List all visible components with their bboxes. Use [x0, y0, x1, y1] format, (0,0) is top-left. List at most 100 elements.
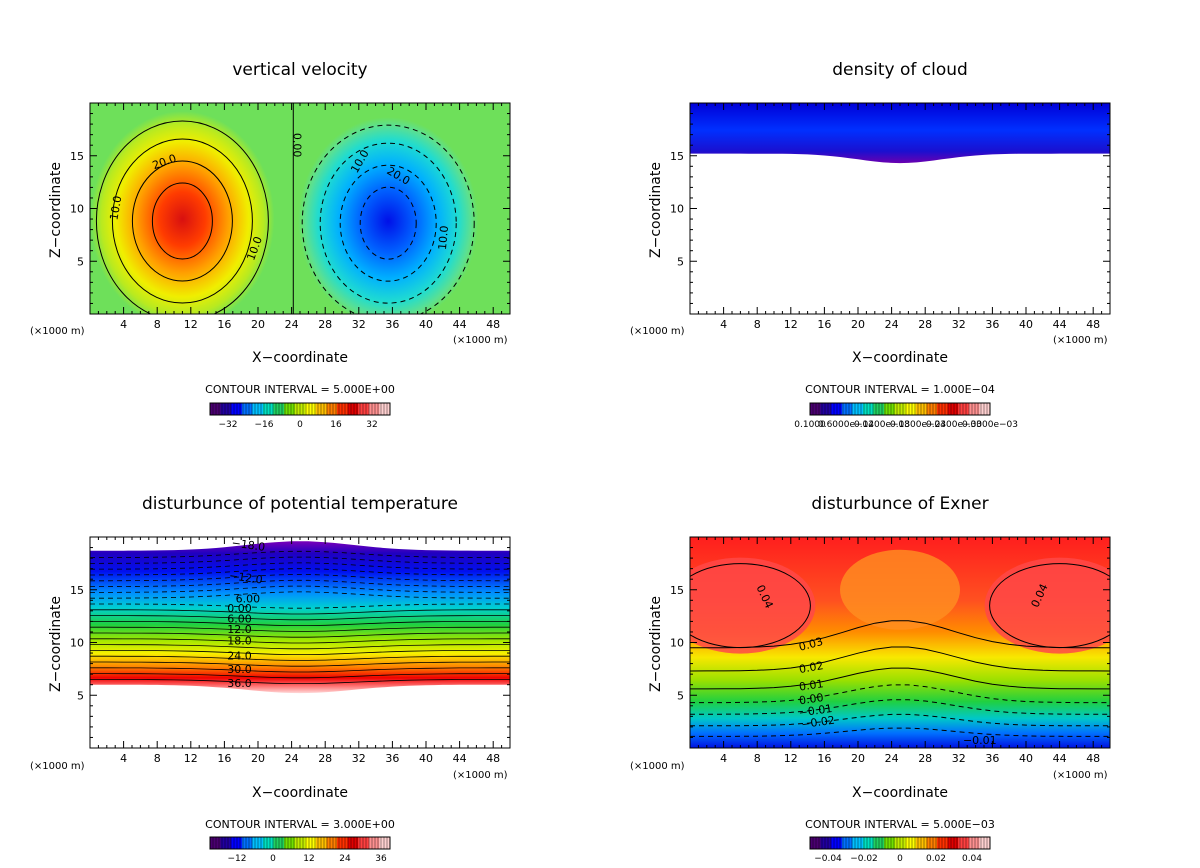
- x-tick-label: 48: [486, 318, 500, 331]
- x-unit-left: (×1000 m): [630, 326, 685, 337]
- colorbar-swatch: [347, 403, 359, 415]
- colorbar-swatch: [926, 837, 938, 849]
- colorbar-tick-label: 0: [270, 854, 276, 864]
- x-tick-label: 36: [385, 752, 399, 765]
- x-tick-label: 4: [120, 318, 127, 331]
- colorbar: −0.04 −0.02 0 0.02 0.04: [809, 836, 991, 864]
- colorbar-swatch: [894, 403, 906, 415]
- x-tick-label: 16: [217, 318, 231, 331]
- colorbar: 0.10000.6000e−040.1200e−030.1800e−030.24…: [794, 402, 1018, 430]
- x-tick-label: 4: [720, 318, 727, 331]
- panel-exner: disturbunce of Exner 0.04 0.040.030.020.0…: [630, 494, 1111, 864]
- chart-title: vertical velocity: [232, 60, 367, 80]
- contour-interval: CONTOUR INTERVAL = 1.000E−04: [805, 383, 995, 396]
- colorbar-swatch: [905, 403, 917, 415]
- colorbar-tick-label: 0.1200e−03: [854, 420, 910, 430]
- x-tick-label: 36: [385, 318, 399, 331]
- colorbar-tick-label: 12: [303, 854, 314, 864]
- colorbar-swatch: [820, 837, 832, 849]
- colorbar-frame: [209, 402, 391, 416]
- colorbar-swatch: [958, 837, 970, 849]
- field-layer: [90, 541, 510, 694]
- y-tick-label: 15: [670, 150, 684, 163]
- contour-line: [95, 120, 269, 314]
- contour-lines: [95, 103, 475, 314]
- contour-lines: [90, 550, 510, 684]
- chart-title: disturbunce of potential temperature: [142, 494, 458, 514]
- x-tick-label: 4: [720, 752, 727, 765]
- colorbar-swatch: [915, 403, 927, 415]
- x-tick-label: 44: [1053, 752, 1067, 765]
- colorbar-swatch: [305, 837, 317, 849]
- contour-label: −0.02: [800, 714, 835, 732]
- y-ticks: [90, 547, 510, 738]
- colorbar-swatch: [979, 837, 991, 849]
- x-tick-label: 16: [817, 752, 831, 765]
- colorbar-tick-label: 0: [897, 854, 903, 864]
- x-tick-label: 20: [851, 318, 865, 331]
- colorbar-swatch: [220, 837, 232, 849]
- x-tick-label: 40: [1019, 318, 1033, 331]
- colorbar-swatch: [241, 403, 253, 415]
- contour-lines: [690, 563, 1110, 737]
- panel-vertical-velocity: vertical velocity 20.010.010.00.0010.020…: [30, 60, 511, 430]
- colorbar-swatch: [210, 403, 222, 415]
- colorbar-swatch: [379, 403, 391, 415]
- colorbar-swatch: [841, 403, 853, 415]
- colorbar-swatch: [326, 403, 338, 415]
- colorbar-swatch: [820, 403, 832, 415]
- contour-line: [339, 164, 437, 282]
- contour-label: −12.0: [228, 569, 263, 587]
- contour-label: 36.0: [227, 677, 252, 690]
- colorbar-tick-label: 0.2400e−03: [926, 420, 982, 430]
- contour-interval: CONTOUR INTERVAL = 3.000E+00: [205, 818, 395, 831]
- contour-line: [151, 182, 213, 260]
- y-tick-label: 10: [70, 637, 84, 650]
- colorbar-tick-label: 0.3000e−03: [962, 420, 1018, 430]
- y-tick-label: 5: [677, 255, 684, 268]
- colorbar-swatch: [862, 403, 875, 415]
- x-tick-label: 36: [985, 318, 999, 331]
- x-tick-label: 32: [352, 318, 366, 331]
- x-tick-label: 28: [318, 752, 332, 765]
- colorbar-swatch: [368, 837, 380, 849]
- x-tick-label: 32: [952, 752, 966, 765]
- colorbar-swatch: [884, 837, 896, 849]
- colorbar-swatch: [262, 837, 275, 849]
- contour-line: [301, 124, 475, 314]
- colorbar-tick-label: 16: [330, 420, 342, 430]
- x-axis-label: X−coordinate: [852, 350, 948, 366]
- colorbar-tick-label: 0.02: [926, 854, 946, 864]
- x-tick-label: 28: [318, 318, 332, 331]
- y-axis-label: Z−coordinate: [48, 162, 64, 258]
- colorbar-tick-label: −16: [255, 420, 274, 430]
- high-left: [690, 557, 816, 654]
- colorbar-swatch: [294, 837, 306, 849]
- colorbar-frame: [809, 836, 991, 850]
- x-tick-label: 40: [1019, 752, 1033, 765]
- contour-label: 0.00: [290, 133, 303, 158]
- colorbar-swatch: [241, 837, 253, 849]
- x-tick-label: 4: [120, 752, 127, 765]
- y-axis-label: Z−coordinate: [48, 596, 64, 692]
- contour-line: [90, 667, 510, 673]
- colorbar-tick-label: 0.6000e−04: [818, 420, 874, 430]
- colorbar-tick-label: 36: [375, 854, 387, 864]
- x-tick-label: 20: [251, 752, 265, 765]
- y-tick-label: 5: [677, 689, 684, 702]
- x-unit-right: (×1000 m): [1053, 770, 1108, 781]
- contour-line: [690, 699, 1110, 715]
- x-tick-label: 8: [754, 318, 761, 331]
- contour-line: [90, 579, 510, 587]
- y-tick-label: 15: [670, 584, 684, 597]
- x-ticks: [697, 537, 1103, 748]
- x-unit-right: (×1000 m): [453, 335, 508, 346]
- x-tick-label: 44: [1053, 318, 1067, 331]
- colorbar-swatch: [810, 837, 822, 849]
- y-tick-label: 10: [670, 637, 684, 650]
- colorbar-tick-label: 0.1800e−03: [890, 420, 946, 430]
- colorbar: −32 −16 0 16 32: [209, 402, 391, 430]
- stratified-layers: [90, 541, 510, 694]
- x-tick-label: 12: [184, 752, 198, 765]
- colorbar-swatch: [379, 837, 391, 849]
